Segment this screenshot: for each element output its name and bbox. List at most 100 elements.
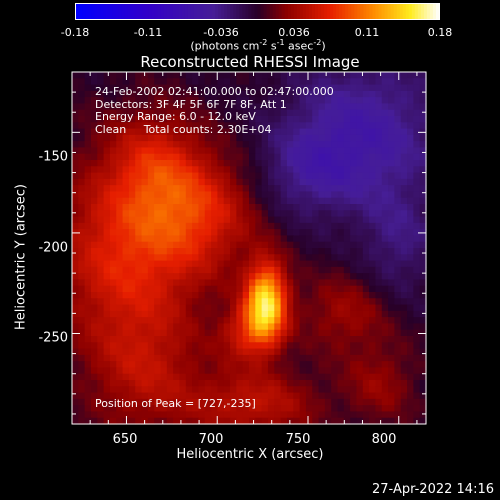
heatmap-cell bbox=[72, 279, 79, 287]
heatmap-cell bbox=[116, 285, 124, 293]
heatmap-cell bbox=[419, 348, 427, 356]
heatmap-cell bbox=[274, 279, 282, 287]
heatmap-cell bbox=[413, 128, 421, 136]
heatmap-cell bbox=[109, 141, 117, 149]
heatmap-cell bbox=[299, 185, 307, 193]
heatmap-cell bbox=[343, 109, 351, 117]
heatmap-cell bbox=[267, 210, 275, 218]
heatmap-cell bbox=[400, 153, 408, 161]
heatmap-cell bbox=[141, 109, 149, 117]
heatmap-cell bbox=[154, 285, 162, 293]
heatmap-cell bbox=[394, 411, 402, 419]
heatmap-cell bbox=[375, 348, 383, 356]
heatmap-cell bbox=[160, 141, 168, 149]
colorbar-cell bbox=[100, 4, 104, 19]
heatmap-cell bbox=[160, 248, 168, 255]
heatmap-cell bbox=[217, 72, 225, 79]
heatmap-cell bbox=[211, 204, 218, 211]
heatmap-cell bbox=[312, 222, 320, 230]
heatmap-cell bbox=[223, 336, 231, 343]
heatmap-cell bbox=[97, 336, 105, 343]
heatmap-cell bbox=[154, 128, 162, 136]
heatmap-cell bbox=[293, 97, 301, 105]
heatmap-cell bbox=[72, 216, 79, 224]
heatmap-cell bbox=[261, 109, 269, 117]
heatmap-cell bbox=[255, 72, 263, 79]
heatmap-cell bbox=[192, 292, 200, 299]
heatmap-cell bbox=[160, 398, 168, 406]
heatmap-cell bbox=[116, 310, 124, 318]
heatmap-cell bbox=[198, 411, 206, 419]
heatmap-cell bbox=[173, 185, 181, 193]
colorbar-cell bbox=[157, 4, 162, 19]
heatmap-cell bbox=[185, 273, 193, 281]
heatmap-cell bbox=[280, 310, 288, 318]
heatmap-cell bbox=[160, 134, 168, 142]
heatmap-cell bbox=[166, 323, 174, 331]
heatmap-cell bbox=[109, 210, 117, 218]
heatmap-cell bbox=[242, 266, 250, 274]
heatmap-cell bbox=[128, 191, 136, 199]
heatmap-cell bbox=[192, 84, 200, 92]
heatmap-cell bbox=[419, 373, 427, 381]
heatmap-cell bbox=[204, 222, 212, 230]
heatmap-cell bbox=[109, 323, 117, 331]
heatmap-cell bbox=[318, 367, 326, 375]
heatmap-cell bbox=[154, 166, 162, 174]
heatmap-cell bbox=[255, 386, 263, 394]
heatmap-cell bbox=[407, 72, 414, 79]
heatmap-cell bbox=[128, 185, 136, 193]
heatmap-cell bbox=[78, 304, 86, 312]
heatmap-cell bbox=[103, 417, 111, 425]
heatmap-cell bbox=[274, 329, 282, 337]
heatmap-cell bbox=[369, 109, 377, 117]
colorbar-cell bbox=[82, 4, 86, 19]
heatmap-cell bbox=[286, 392, 294, 400]
heatmap-cell bbox=[72, 273, 79, 281]
heatmap-cell bbox=[116, 405, 124, 413]
heatmap-cell bbox=[122, 348, 130, 356]
heatmap-cell bbox=[135, 204, 143, 211]
heatmap-cell bbox=[419, 310, 427, 318]
heatmap-cell bbox=[286, 160, 294, 167]
heatmap-cell bbox=[236, 241, 244, 249]
heatmap-cell bbox=[255, 342, 263, 350]
heatmap-cell bbox=[198, 292, 206, 299]
heatmap-cell bbox=[362, 342, 370, 350]
heatmap-cell bbox=[356, 260, 364, 268]
heatmap-cell bbox=[394, 160, 402, 167]
x-tick-label-650: 650 bbox=[112, 432, 138, 447]
colorbar-cell bbox=[206, 4, 210, 19]
heatmap-cell bbox=[350, 103, 358, 111]
heatmap-cell bbox=[299, 235, 307, 243]
heatmap-cell bbox=[128, 398, 136, 406]
heatmap-cell bbox=[242, 210, 250, 218]
heatmap-cell bbox=[407, 310, 414, 318]
heatmap-cell bbox=[97, 298, 105, 306]
heatmap-cell bbox=[103, 241, 111, 249]
heatmap-cell bbox=[350, 241, 358, 249]
heatmap-cell bbox=[204, 323, 212, 331]
heatmap-cell bbox=[305, 405, 313, 413]
heatmap-cell bbox=[286, 72, 294, 79]
heatmap-cell bbox=[375, 90, 383, 98]
heatmap-cell bbox=[375, 160, 383, 167]
heatmap-cell bbox=[109, 84, 117, 92]
heatmap-cell bbox=[185, 241, 193, 249]
heatmap-cell bbox=[103, 279, 111, 287]
heatmap-cell bbox=[204, 304, 212, 312]
heatmap-cell bbox=[293, 116, 301, 123]
heatmap-cell bbox=[381, 323, 389, 331]
heatmap-cell bbox=[318, 398, 326, 406]
heatmap-cell bbox=[90, 273, 98, 281]
heatmap-cell bbox=[318, 310, 326, 318]
heatmap-cell bbox=[116, 134, 124, 142]
heatmap-cell bbox=[381, 128, 389, 136]
heatmap-cell bbox=[293, 172, 301, 180]
heatmap-cell bbox=[78, 392, 86, 400]
heatmap-cell bbox=[217, 273, 225, 281]
heatmap-cell bbox=[343, 185, 351, 193]
heatmap-cell bbox=[394, 128, 402, 136]
heatmap-cell bbox=[362, 191, 370, 199]
heatmap-cell bbox=[84, 178, 92, 186]
